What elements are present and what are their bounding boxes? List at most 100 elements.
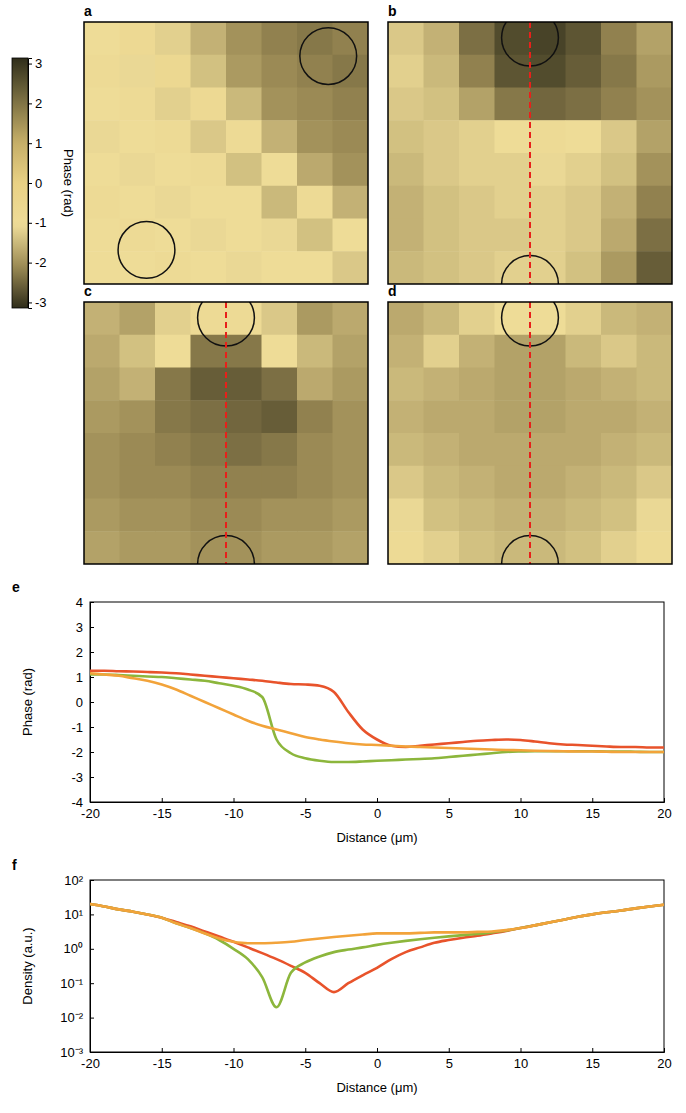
axis-line <box>29 59 33 309</box>
heatmap-cell <box>566 22 602 55</box>
heatmap-cell <box>459 335 495 368</box>
heatmap-cell <box>120 400 156 433</box>
heatmap-cell <box>226 433 262 466</box>
tick: 5 <box>446 1048 453 1071</box>
tick-mark <box>90 727 94 728</box>
heatmap-cell <box>424 466 460 499</box>
heatmap-cell <box>155 22 191 55</box>
tick: -1 <box>28 215 47 230</box>
heatmap-cell <box>120 466 156 499</box>
heatmap-cell <box>601 88 637 121</box>
heatmap-cell <box>155 335 191 368</box>
heatmap-cell <box>530 22 566 55</box>
heatmap-cell <box>424 22 460 55</box>
heatmap-cell <box>530 120 566 153</box>
x-axis-title: Distance (μm) <box>336 1080 417 1095</box>
heatmap-cell <box>262 186 298 219</box>
tick: 4 <box>76 595 94 610</box>
colorbar-axis: -3-2-10123 <box>28 56 47 310</box>
heatmap-cell <box>566 219 602 252</box>
heatmap-cell <box>297 186 333 219</box>
heatmap-cell <box>226 88 262 121</box>
heatmap-cell <box>495 219 531 252</box>
heatmap-cell <box>424 120 460 153</box>
heatmap-cell <box>637 153 673 186</box>
heatmap-cell <box>424 186 460 219</box>
heatmap-cell <box>84 531 120 564</box>
heatmap-cell <box>459 433 495 466</box>
tick-label: 10⁻² <box>60 1010 83 1025</box>
heatmap-cell <box>637 55 673 88</box>
tick-mark <box>664 1048 665 1052</box>
heatmap-cell <box>333 153 369 186</box>
heatmap-cell <box>191 368 227 401</box>
tick-mark <box>90 602 94 603</box>
tick-mark <box>305 1048 306 1052</box>
heatmap-cell <box>601 433 637 466</box>
series-line <box>90 904 664 1007</box>
heatmap-cell <box>262 120 298 153</box>
heatmap-cell <box>566 120 602 153</box>
heatmap-cell <box>84 335 120 368</box>
panel-frame <box>84 302 368 564</box>
heatmap-cell <box>262 400 298 433</box>
heatmap-cell <box>530 186 566 219</box>
tick-mark <box>28 64 32 65</box>
heatmap-cell <box>637 120 673 153</box>
trap-outline <box>118 222 175 279</box>
tick-label: 5 <box>446 1056 453 1071</box>
tick: -3 <box>71 770 94 785</box>
heatmap-cell <box>601 251 637 284</box>
heatmap-cell <box>191 302 227 335</box>
tick: 10⁻³ <box>60 1045 94 1060</box>
heatmap-cell <box>601 22 637 55</box>
tick-mark <box>28 103 32 104</box>
heatmap-cell <box>262 55 298 88</box>
heatmap-cell <box>459 186 495 219</box>
heatmap-cell <box>155 153 191 186</box>
heatmap-cell <box>155 466 191 499</box>
heatmap-cell <box>333 88 369 121</box>
tick-mark <box>234 1048 235 1052</box>
heatmap-cell <box>495 302 531 335</box>
heatmap-cell <box>388 88 424 121</box>
heatmap-cell <box>226 302 262 335</box>
heatmap-cell <box>530 400 566 433</box>
tick-mark <box>28 183 32 184</box>
heatmap-cell <box>262 433 298 466</box>
tick-mark <box>28 143 32 144</box>
heatmap-cell <box>84 400 120 433</box>
tick-label: 1 <box>76 670 83 685</box>
tick-label: -5 <box>300 1056 312 1071</box>
series-line <box>90 904 664 943</box>
heatmap-cell <box>566 55 602 88</box>
tick: 15 <box>586 1048 600 1071</box>
axis-line <box>91 603 95 803</box>
tick-mark <box>90 777 94 778</box>
heatmap-cell <box>530 302 566 335</box>
x-axis-title: Distance (μm) <box>336 830 417 845</box>
heatmap-cell <box>120 368 156 401</box>
series-line <box>90 673 664 752</box>
tick-label: -15 <box>153 1056 172 1071</box>
heatmap-cell <box>333 433 369 466</box>
series-line <box>90 675 664 763</box>
heatmap-cell <box>191 219 227 252</box>
tick-label: -1 <box>35 215 47 230</box>
tick: 1 <box>28 136 42 151</box>
tick: 10¹ <box>64 907 94 922</box>
heatmap-cell <box>388 22 424 55</box>
tick-mark <box>90 1018 94 1019</box>
heatmap-cell <box>262 368 298 401</box>
heatmap-cell <box>388 466 424 499</box>
heatmap-cell <box>120 499 156 532</box>
heatmap-cell <box>191 400 227 433</box>
heatmap-panel <box>388 22 672 284</box>
tick-mark <box>305 798 306 802</box>
tick: 10⁻² <box>60 1010 94 1025</box>
tick-mark <box>90 983 94 984</box>
tick: 0 <box>76 695 94 710</box>
tick: -15 <box>153 1048 172 1071</box>
heatmap-cell <box>388 302 424 335</box>
y-axis: 10⁻³10⁻²10⁻¹10⁰10¹10² <box>60 873 94 1060</box>
